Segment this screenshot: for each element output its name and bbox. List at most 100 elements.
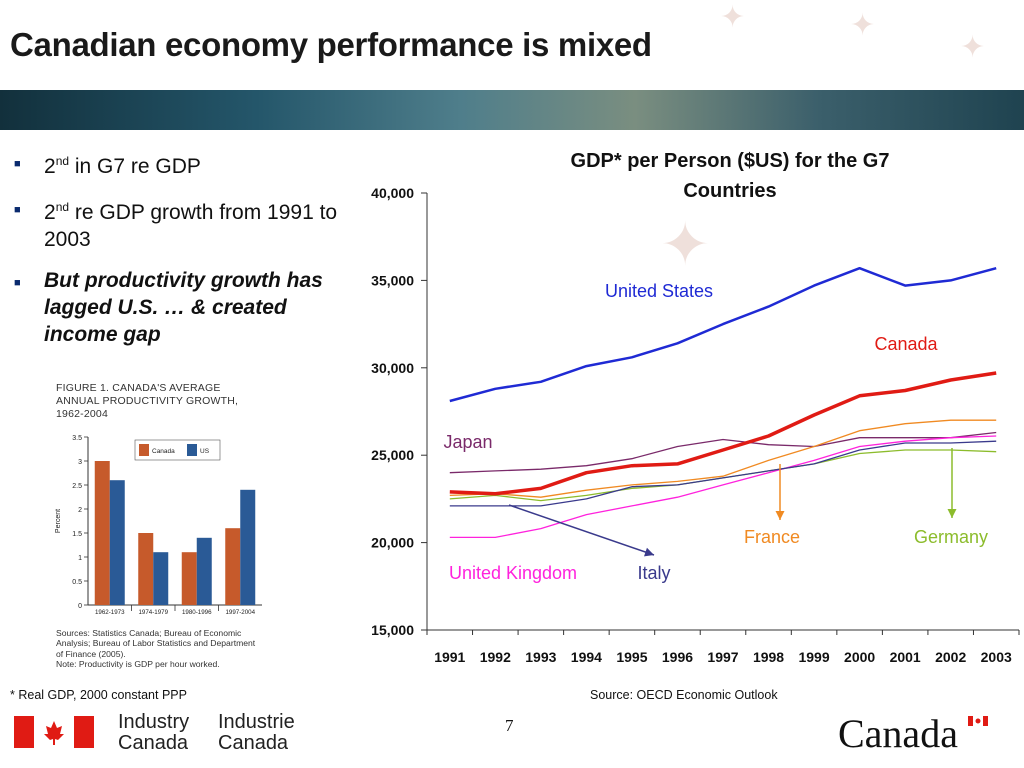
inset-bar-us xyxy=(240,489,256,605)
x-tick-label: 1994 xyxy=(571,649,602,665)
bullet-text-post: in G7 re GDP xyxy=(69,155,201,178)
series-line-italy xyxy=(449,440,997,507)
logo-text-fr: Industrie Canada xyxy=(218,712,295,754)
inset-y-tick-label: 2 xyxy=(78,507,82,514)
inset-y-tick-label: 1.5 xyxy=(72,531,82,538)
inset-title-line: ANNUAL PRODUCTIVITY GROWTH, xyxy=(56,395,239,407)
inset-y-tick-label: 1 xyxy=(78,555,82,562)
bullet-item: ■ 2nd in G7 re GDP xyxy=(14,148,344,180)
inset-bar-us xyxy=(109,480,125,605)
logo-industry: Industry xyxy=(118,711,190,733)
series-label-japan: Japan xyxy=(443,432,492,452)
inset-y-tick-label: 2.5 xyxy=(72,483,82,490)
inset-y-axis-label: Percent xyxy=(55,509,62,533)
bullet-text-sup: nd xyxy=(55,200,70,214)
inset-title-line: FIGURE 1. CANADA'S AVERAGE xyxy=(56,382,221,394)
y-tick-label: 15,000 xyxy=(371,622,414,638)
inset-y-tick-label: 0 xyxy=(78,603,82,610)
header-banner xyxy=(0,90,1024,130)
bullet-list: ■ 2nd in G7 re GDP ■ 2nd re GDP growth f… xyxy=(14,148,344,362)
bullet-square-icon: ■ xyxy=(14,204,21,216)
inset-title-line: 1962-2004 xyxy=(56,408,109,420)
x-tick-label: 1991 xyxy=(434,649,465,665)
france-pointer-arrow-head xyxy=(775,511,785,520)
x-tick-label: 1996 xyxy=(662,649,693,665)
series-label-united-kingdom: United Kingdom xyxy=(449,563,577,583)
source-note: Source: OECD Economic Outlook xyxy=(590,688,778,702)
industry-canada-flag-icon xyxy=(14,716,94,748)
x-tick-label: 1999 xyxy=(798,649,829,665)
logo-canada-en: Canada xyxy=(118,732,189,754)
series-label-france: France xyxy=(744,527,800,547)
inset-x-tick-label: 1980-1996 xyxy=(182,609,212,616)
series-line-canada xyxy=(449,371,997,496)
maple-leaf-decoration-icon: ✦ xyxy=(960,31,986,64)
chart-title: GDP* per Person ($US) for the G7 Countri… xyxy=(570,150,890,202)
x-tick-label: 2000 xyxy=(844,649,875,665)
x-tick-label: 1995 xyxy=(616,649,647,665)
inset-x-tick-label: 1962-1973 xyxy=(95,609,125,616)
series-line-germany xyxy=(449,449,997,502)
y-tick-label: 30,000 xyxy=(371,360,414,376)
x-tick-label: 2001 xyxy=(890,649,921,665)
inset-y-tick-label: 3 xyxy=(78,459,82,466)
bullet-square-icon: ■ xyxy=(14,277,21,289)
series-line-united-kingdom xyxy=(449,435,997,539)
inset-legend-label: Canada xyxy=(152,448,175,455)
canada-wordmark: Canada xyxy=(838,711,958,756)
series-label-italy: Italy xyxy=(637,563,670,583)
inset-footer-line: Note: Productivity is GDP per hour worke… xyxy=(56,659,220,670)
page-number: 7 xyxy=(505,716,514,735)
series-label-united-states: United States xyxy=(605,281,713,301)
italy-pointer-arrow xyxy=(508,504,655,556)
slide-title: Canadian economy performance is mixed xyxy=(10,26,652,63)
germany-pointer-arrow-head xyxy=(947,509,957,518)
y-tick-label: 20,000 xyxy=(371,535,414,551)
y-tick-label: 25,000 xyxy=(371,447,414,463)
inset-footer-line: Analysis; Bureau of Labor Statistics and… xyxy=(56,638,256,649)
inset-x-tick-label: 1997-2004 xyxy=(225,609,255,616)
x-tick-label: 1993 xyxy=(525,649,556,665)
x-tick-label: 2002 xyxy=(935,649,966,665)
canada-wordmark-flag-icon xyxy=(968,716,988,726)
bullet-text-pre: 2 xyxy=(44,201,56,224)
footnote: * Real GDP, 2000 constant PPP xyxy=(10,688,187,702)
inset-bar-us xyxy=(153,552,169,605)
productivity-inset-title: FIGURE 1. CANADA'S AVERAGE ANNUAL PRODUC… xyxy=(56,382,296,421)
inset-legend-box xyxy=(134,439,221,461)
x-tick-label: 1998 xyxy=(753,649,784,665)
x-tick-label: 1997 xyxy=(707,649,738,665)
bullet-text-pre: 2 xyxy=(44,155,56,178)
x-tick-label: 2003 xyxy=(981,649,1012,665)
series-label-canada: Canada xyxy=(874,334,938,354)
inset-bar-canada xyxy=(181,552,197,605)
logo-industrie: Industrie xyxy=(218,711,295,733)
inset-footer: Sources: Statistics Canada; Bureau of Ec… xyxy=(56,628,296,670)
x-tick-label: 1992 xyxy=(480,649,511,665)
bullet-text-sup: nd xyxy=(55,154,70,168)
inset-legend-swatch-canada xyxy=(139,444,149,456)
inset-bar-canada xyxy=(138,533,154,605)
inset-bar-canada xyxy=(225,528,241,605)
maple-leaf-decoration-icon: ✦ xyxy=(660,211,711,278)
logo-canada-fr: Canada xyxy=(218,732,289,754)
bullet-square-icon: ■ xyxy=(14,158,21,170)
bullet-item: ■ But productivity growth has lagged U.S… xyxy=(14,267,344,348)
logo-text-en: Industry Canada xyxy=(118,712,189,754)
series-line-united-states xyxy=(449,266,997,403)
bullet-text-emphasis: But productivity growth has lagged U.S. … xyxy=(44,269,323,346)
series-line-japan xyxy=(449,431,997,474)
y-tick-label: 35,000 xyxy=(371,272,414,288)
y-tick-label: 40,000 xyxy=(371,185,414,201)
inset-footer-line: Sources: Statistics Canada; Bureau of Ec… xyxy=(56,628,242,638)
maple-leaf-decoration-icon: ✦ xyxy=(720,1,746,34)
bullet-text-post: re GDP growth from 1991 to 2003 xyxy=(44,201,338,251)
inset-y-tick-label: 3.5 xyxy=(72,435,82,442)
inset-footer-line: of Finance (2005). xyxy=(56,648,126,659)
series-line-france xyxy=(449,419,997,498)
series-label-germany: Germany xyxy=(914,527,988,547)
inset-bar-us xyxy=(196,537,212,605)
inset-legend-label: US xyxy=(200,448,210,455)
